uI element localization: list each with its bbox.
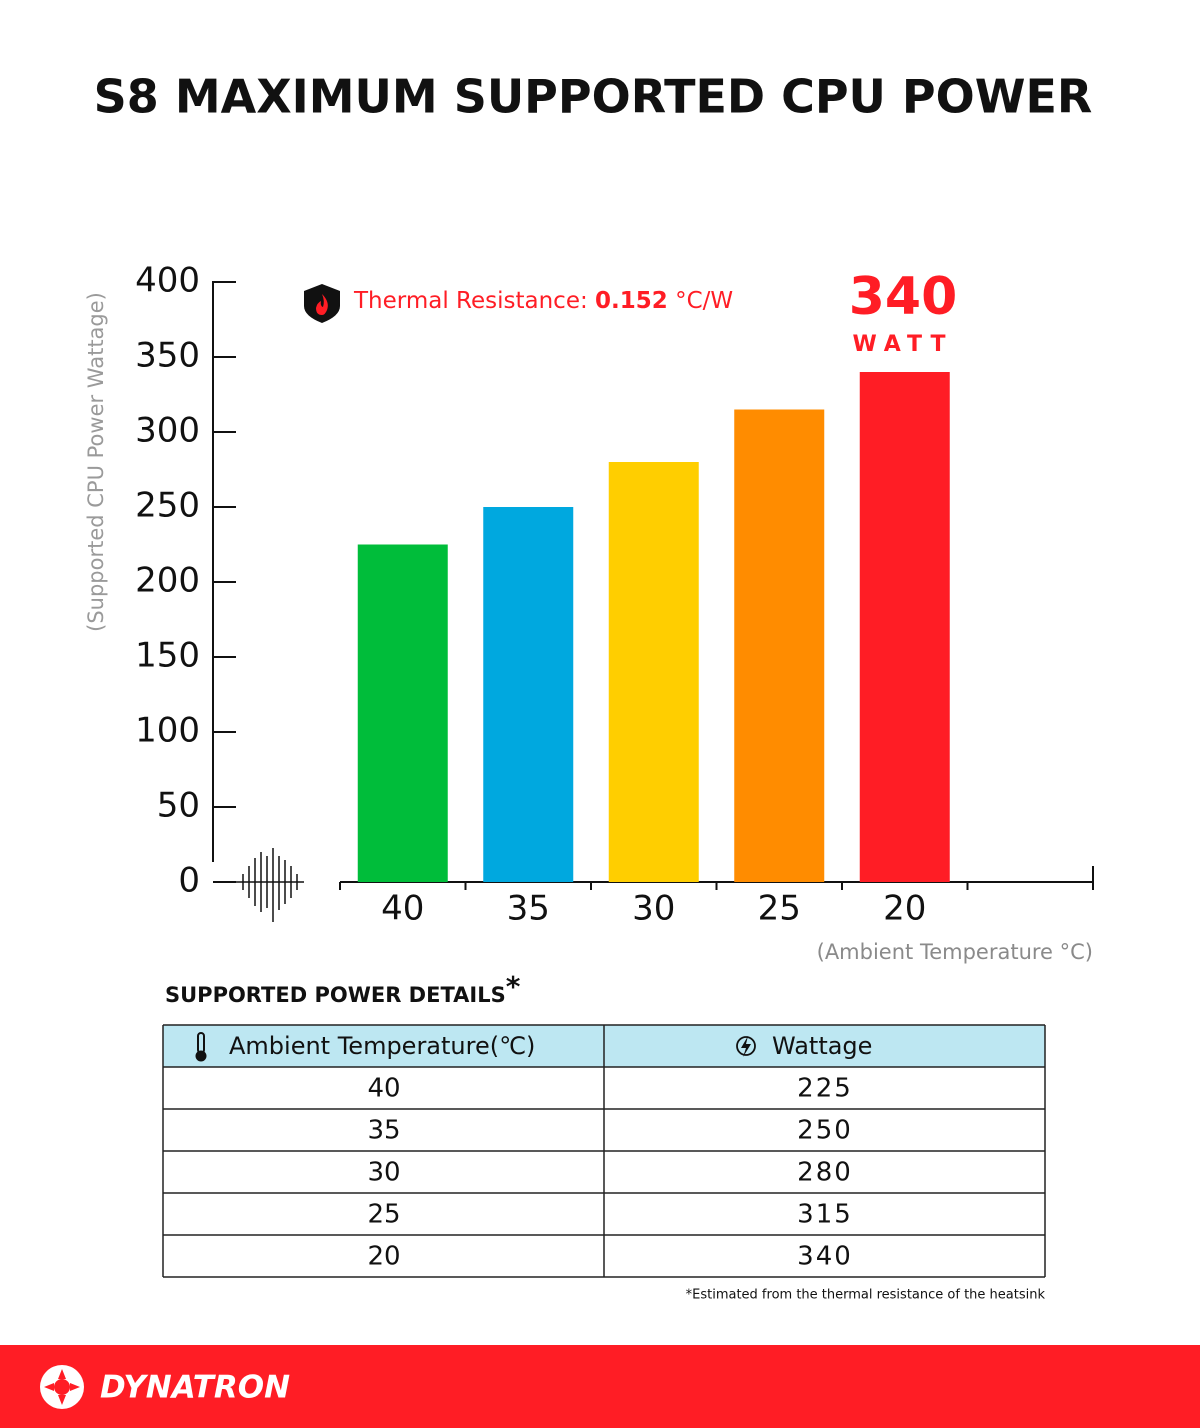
table-title-text: SUPPORTED POWER DETAILS: [165, 983, 506, 1007]
table: 40 225 35 250 30 280 25 315 20 340: [162, 1024, 1046, 1278]
y-tick-label: 250: [135, 486, 200, 526]
brand-name: DYNATRON: [100, 1370, 290, 1406]
bar: [608, 462, 699, 882]
x-tick-label: 35: [507, 889, 550, 929]
x-tick-label: 25: [758, 889, 801, 929]
y-tick-label: 300: [135, 411, 200, 451]
table-cell: 280: [797, 1158, 853, 1188]
y-tick-label: 100: [135, 711, 200, 751]
table-cell: 315: [797, 1200, 853, 1230]
plot: 0 50 100 150 200 250 300 350 400 40 35 30 25 20: [135, 261, 1094, 929]
table-cell: 20: [367, 1242, 400, 1272]
bar: [357, 544, 448, 882]
table-cell: 225: [797, 1074, 853, 1104]
table-cell: 340: [797, 1242, 853, 1272]
bar: [734, 409, 825, 882]
y-axis-label: (Supported CPU Power Wattage): [84, 292, 108, 632]
table-cell: 250: [797, 1116, 853, 1146]
table-title-mark: *: [506, 970, 521, 1003]
table-cell: 35: [367, 1116, 400, 1146]
table-cell: 25: [367, 1200, 400, 1230]
brand-logo: [40, 1365, 84, 1409]
y-tick-label: 50: [157, 786, 200, 826]
annotation-label: Thermal Resistance:: [353, 288, 588, 314]
bar: [483, 507, 574, 882]
annotation: Thermal Resistance: 0.152 °C/W: [353, 288, 733, 314]
x-tick-label: 40: [381, 889, 424, 929]
thermometer-icon: [195, 1032, 207, 1062]
highlight-value: 340: [849, 267, 958, 327]
y-tick-label: 400: [135, 261, 200, 301]
chart-title: S8 MAXIMUM SUPPORTED CPU POWER: [94, 70, 1093, 124]
x-axis-label: (Ambient Temperature °C): [817, 940, 1093, 964]
highlight-unit: WATT: [852, 332, 953, 357]
y-tick-label: 0: [178, 861, 200, 901]
annotation-unit: °C/W: [675, 288, 733, 314]
table-cell: 40: [367, 1074, 400, 1104]
table-cell: 30: [367, 1158, 400, 1188]
x-tick-label: 30: [632, 889, 675, 929]
bolt-icon: [736, 1036, 756, 1057]
y-tick-label: 150: [135, 636, 200, 676]
footer-band: [0, 1345, 1200, 1428]
y-tick-label: 200: [135, 561, 200, 601]
footnote: *Estimated from the thermal resistance o…: [686, 1288, 1046, 1303]
sound-wave-icon: [236, 848, 304, 922]
x-tick-label: 20: [883, 889, 926, 929]
table-title: SUPPORTED POWER DETAILS*: [165, 970, 521, 1007]
y-tick-label: 350: [135, 336, 200, 376]
table-header: Wattage: [772, 1032, 872, 1060]
shield-icon: [304, 284, 340, 323]
table-header: Ambient Temperature(℃): [229, 1032, 535, 1060]
bar: [859, 372, 950, 882]
annotation-value: 0.152: [595, 288, 668, 314]
